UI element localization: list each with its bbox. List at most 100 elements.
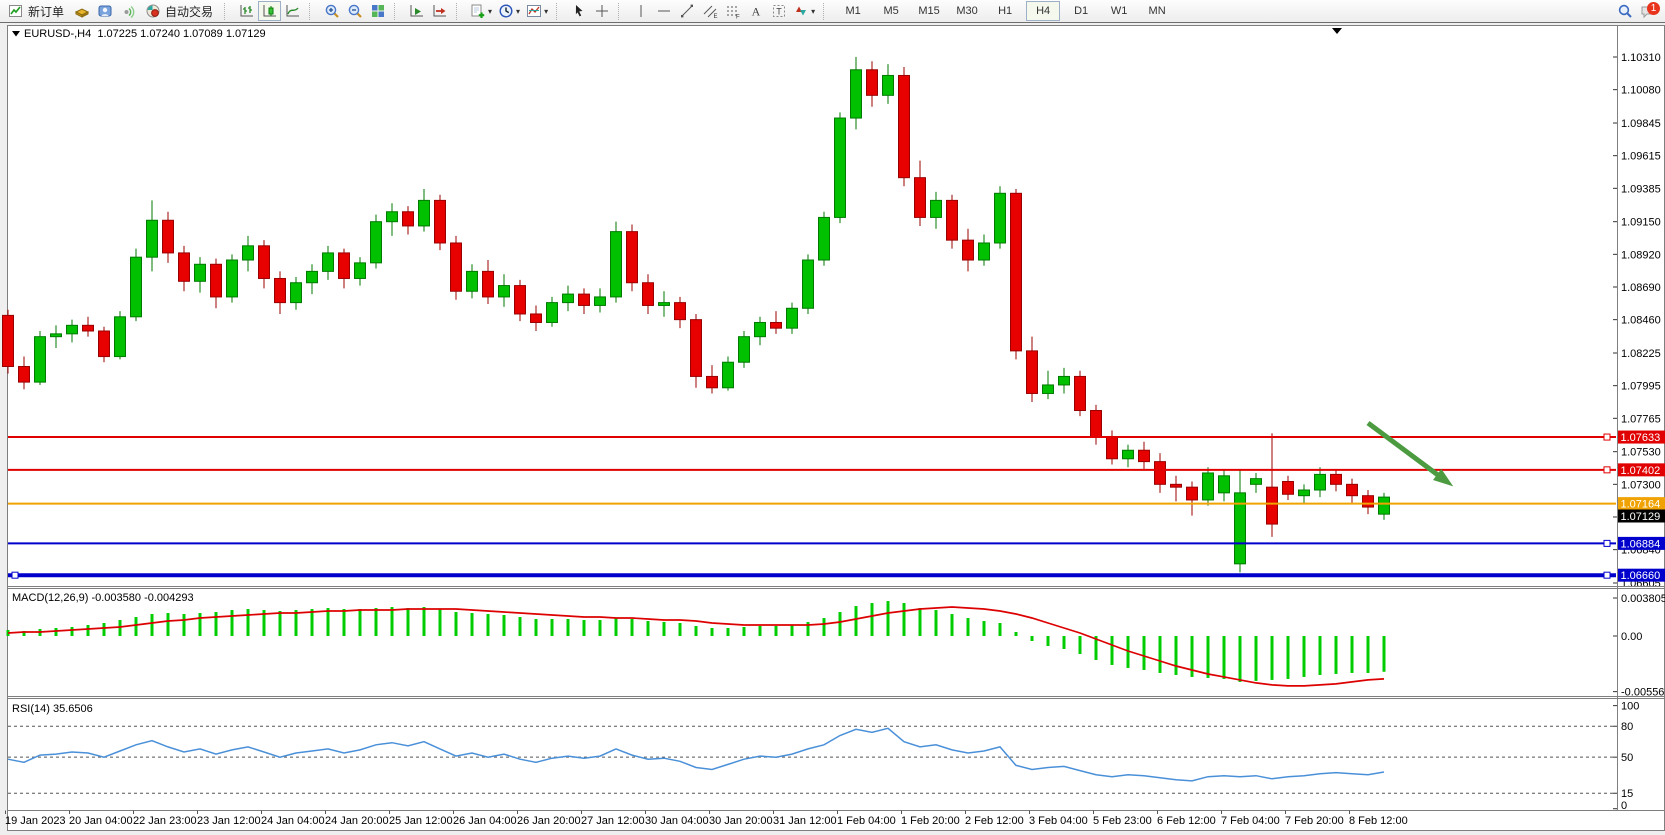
candle-body <box>578 293 590 306</box>
candle-body <box>514 285 526 315</box>
svg-text:8 Feb 12:00: 8 Feb 12:00 <box>1349 815 1408 827</box>
price-label <box>1618 568 1665 582</box>
vertical-line-button[interactable] <box>629 1 652 21</box>
candle-body <box>306 270 318 284</box>
price-axis[interactable]: 1.10310 1.10080 1.09845 1.09615 1.09385 1.091… <box>1613 52 1661 590</box>
timeframe-W1[interactable]: W1 <box>1102 1 1136 21</box>
candle-body <box>130 256 142 318</box>
text-button[interactable]: A <box>744 1 767 21</box>
timeframe-M5[interactable]: M5 <box>874 1 908 21</box>
time-axis[interactable]: 19 Jan 2023 20 Jan 04:00 22 Jan 23:00 23 Ja… <box>5 810 1408 828</box>
candlestick-chart-button[interactable] <box>258 1 282 21</box>
svg-text:1.09615: 1.09615 <box>1621 151 1661 163</box>
candle-body <box>1378 496 1390 515</box>
trendline-button[interactable] <box>675 1 698 21</box>
candle-body <box>1282 480 1294 495</box>
crosshair-button[interactable] <box>590 1 613 21</box>
candle-body <box>994 192 1006 244</box>
svg-text:1.07300: 1.07300 <box>1621 479 1661 491</box>
collapse-triangle-icon[interactable] <box>12 31 20 37</box>
news-icon <box>124 5 134 19</box>
chat-button[interactable]: 1 <box>1636 1 1660 21</box>
candle-body <box>354 262 366 279</box>
search-icon <box>1618 4 1632 18</box>
timeframe-H4[interactable]: H4 <box>1026 1 1061 21</box>
trendline-icon <box>680 4 693 18</box>
templates-button[interactable]: ▾ <box>523 1 551 21</box>
svg-text:1.06884: 1.06884 <box>1621 538 1661 550</box>
hline-resistance-1[interactable] <box>8 433 1616 441</box>
market-watch-button[interactable] <box>70 1 93 21</box>
toolbar-separator <box>823 2 831 20</box>
candle-body <box>386 211 398 223</box>
candle-body <box>1266 486 1278 525</box>
new-chart-button[interactable]: ▾ <box>467 1 495 21</box>
toolbar-separator <box>224 2 232 20</box>
arrows-button[interactable]: ▾ <box>790 1 818 21</box>
svg-text:A: A <box>751 5 760 19</box>
price-label <box>1618 536 1665 550</box>
navigator-button[interactable] <box>93 1 116 21</box>
periods-icon <box>499 4 513 18</box>
candle-body <box>418 199 430 227</box>
channel-button[interactable]: E <box>698 1 721 21</box>
navigator-icon <box>98 5 112 17</box>
hline-support-2[interactable] <box>8 571 1616 579</box>
zoom-in-icon <box>325 4 339 18</box>
candle-body <box>914 177 926 218</box>
chart-shift-button[interactable] <box>428 1 451 21</box>
svg-text:50: 50 <box>1621 752 1633 764</box>
auto-scroll-button[interactable] <box>405 1 428 21</box>
timeframe-M30[interactable]: M30 <box>950 1 984 21</box>
autotrade-button[interactable]: 自动交易 <box>139 1 219 21</box>
svg-text:1.08460: 1.08460 <box>1621 315 1661 327</box>
candle-body <box>258 245 270 279</box>
search-button[interactable] <box>1613 1 1636 21</box>
svg-text:30 Jan 04:00: 30 Jan 04:00 <box>645 815 709 827</box>
text-label-button[interactable]: T <box>767 1 790 21</box>
horizontal-line-icon <box>657 10 670 12</box>
candle-body <box>82 324 94 332</box>
chart-shift-icon <box>433 5 446 17</box>
candlestick-chart-icon <box>263 5 276 17</box>
timeframe-MN[interactable]: MN <box>1140 1 1174 21</box>
candle-body <box>594 296 606 306</box>
line-chart-button[interactable] <box>281 1 304 21</box>
horizontal-line-button[interactable] <box>652 1 675 21</box>
toolbar-separator <box>618 2 626 20</box>
hline-resistance-2[interactable] <box>8 466 1616 474</box>
new-order-button[interactable]: 新订单 <box>2 1 70 21</box>
periods-button[interactable]: ▾ <box>495 1 523 21</box>
bar-chart-button[interactable] <box>235 1 258 21</box>
timeframe-D1[interactable]: D1 <box>1064 1 1098 21</box>
news-button[interactable] <box>116 1 139 21</box>
macd-signal-line <box>7 606 1385 687</box>
candle-body <box>866 69 878 96</box>
fibonacci-button[interactable]: F <box>721 1 744 21</box>
candle-body <box>482 270 494 298</box>
candle-body <box>290 282 302 304</box>
line-handle <box>11 571 19 579</box>
zoom-out-button[interactable] <box>343 1 366 21</box>
candle-body <box>1010 192 1022 352</box>
zoom-out-icon <box>348 4 362 18</box>
cursor-button[interactable] <box>567 1 590 21</box>
timeframe-M1[interactable]: M1 <box>836 1 870 21</box>
timeframe-M15[interactable]: M15 <box>912 1 946 21</box>
tile-windows-button[interactable] <box>366 1 389 21</box>
trend-arrow[interactable] <box>1366 420 1454 487</box>
text-label-icon: T <box>772 5 785 17</box>
zoom-in-button[interactable] <box>320 1 343 21</box>
candle-body <box>210 263 222 298</box>
candle-body <box>1218 475 1230 494</box>
cursor-icon <box>575 5 583 17</box>
chart-shift-marker[interactable] <box>1332 28 1342 34</box>
candle-body <box>402 211 414 227</box>
candle-body <box>1074 375 1086 412</box>
timeframe-H1[interactable]: H1 <box>988 1 1022 21</box>
svg-text:F: F <box>736 15 740 20</box>
candle-body <box>530 313 542 323</box>
candle-body <box>1138 449 1150 463</box>
hline-support-1[interactable] <box>8 539 1616 547</box>
